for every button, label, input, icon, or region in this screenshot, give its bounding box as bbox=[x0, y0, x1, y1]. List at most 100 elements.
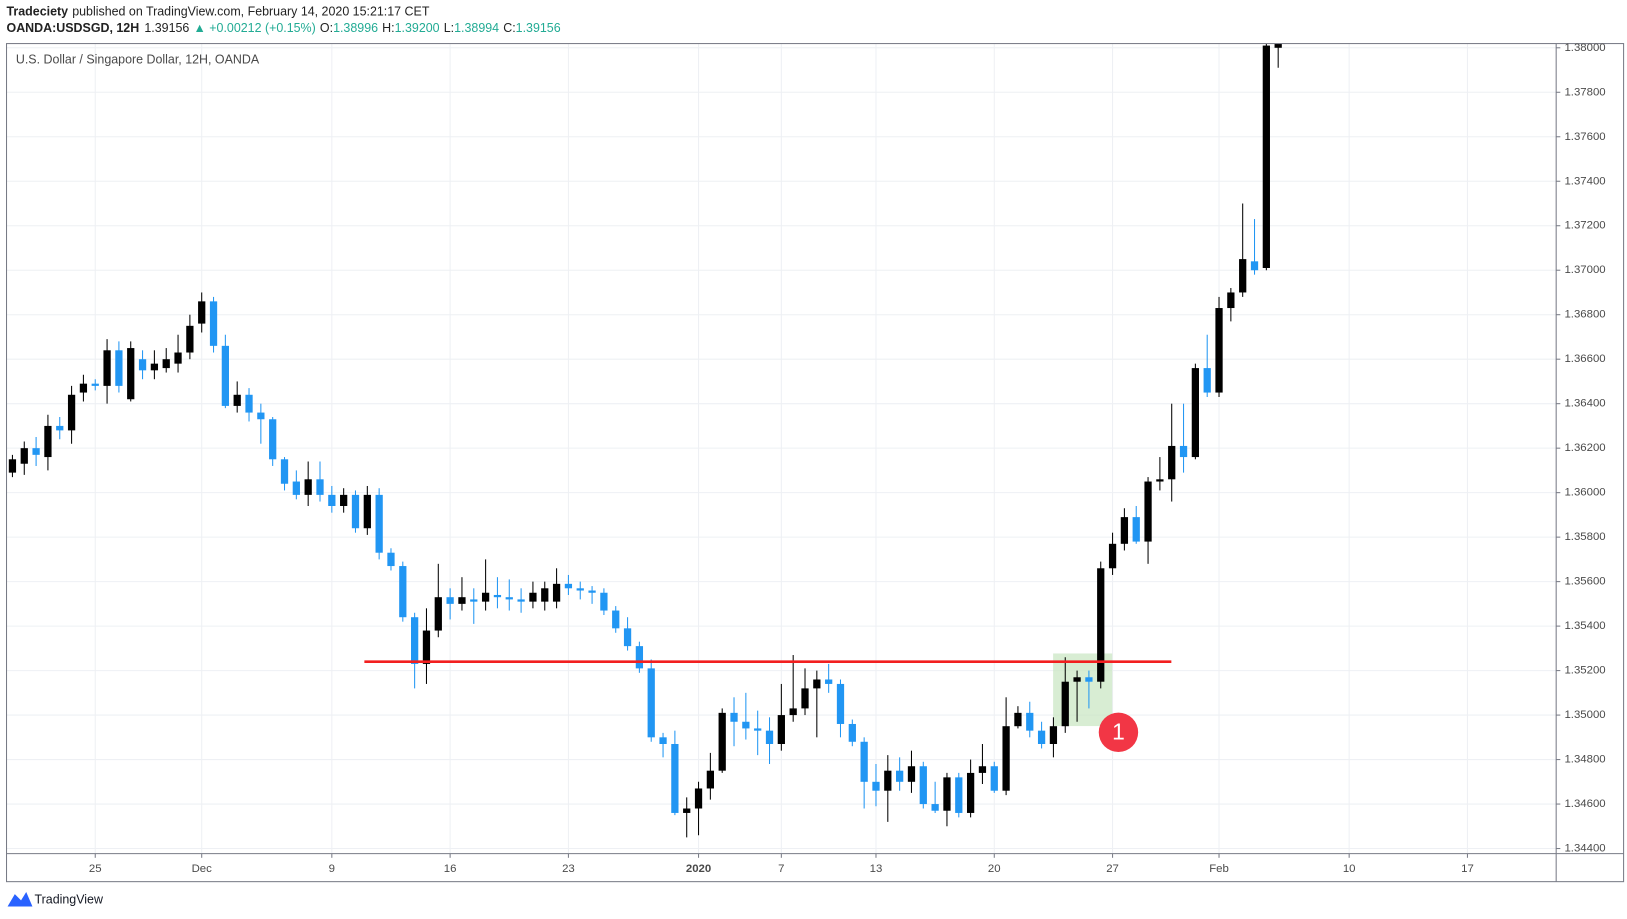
ohlc-value: 1.39156 bbox=[516, 21, 561, 35]
candle-body bbox=[1250, 261, 1259, 271]
candle-body bbox=[576, 588, 584, 591]
candle-body bbox=[505, 597, 513, 600]
y-tick-label: 1.35000 bbox=[1564, 709, 1605, 721]
candle-body bbox=[1262, 45, 1270, 268]
ohlc-value: 1.39200 bbox=[395, 21, 440, 35]
candle-body bbox=[872, 781, 880, 791]
candle-body bbox=[966, 772, 975, 813]
candle-body bbox=[848, 723, 856, 742]
candle-body bbox=[446, 597, 454, 604]
y-tick-label: 1.36400 bbox=[1564, 398, 1605, 410]
frame bbox=[6, 43, 1625, 883]
x-tick-label: 13 bbox=[870, 863, 883, 875]
candle-body bbox=[351, 494, 360, 529]
candle-body bbox=[765, 730, 774, 744]
candle-body bbox=[363, 494, 371, 529]
x-tick-label: 20 bbox=[988, 863, 1001, 875]
candle-body bbox=[706, 770, 714, 789]
candle-body bbox=[91, 383, 99, 386]
candle-body bbox=[825, 679, 833, 684]
candle-body bbox=[529, 592, 537, 602]
candle-body bbox=[813, 679, 821, 689]
candle-body bbox=[659, 737, 667, 744]
candle-body bbox=[1203, 368, 1211, 393]
x-tick-label: 25 bbox=[89, 863, 102, 875]
pane-title: U.S. Dollar / Singapore Dollar, 12H, OAN… bbox=[16, 52, 260, 66]
y-tick-label: 1.35200 bbox=[1564, 665, 1605, 677]
candle-body bbox=[801, 688, 809, 709]
candle-body bbox=[481, 592, 490, 602]
candle-body bbox=[671, 743, 679, 813]
candle-body bbox=[978, 766, 987, 773]
ohlc-value: 1.38996 bbox=[333, 21, 378, 35]
candle-body bbox=[103, 350, 111, 386]
candle-body bbox=[186, 325, 194, 353]
candle-body bbox=[115, 350, 123, 386]
y-tick-label: 1.36000 bbox=[1564, 487, 1605, 499]
x-tick-label: 16 bbox=[444, 863, 457, 875]
x-tick-label: 9 bbox=[329, 863, 335, 875]
candle-body bbox=[777, 715, 785, 744]
candle-body bbox=[742, 721, 750, 729]
candle-body bbox=[434, 597, 442, 631]
grid bbox=[6, 43, 1557, 854]
candle-body bbox=[280, 459, 289, 484]
y-tick-label: 1.35800 bbox=[1564, 531, 1605, 543]
candle-body bbox=[44, 425, 52, 458]
symbol-line: OANDA:USDSGD, 12H 1.39156 ▲ +0.00212 (+0.1… bbox=[7, 21, 561, 35]
y-tick-label: 1.37400 bbox=[1564, 175, 1605, 187]
candle-body bbox=[304, 479, 312, 495]
candle-body bbox=[1061, 681, 1069, 727]
y-tick-label: 1.36600 bbox=[1564, 353, 1605, 365]
candle-body bbox=[1097, 568, 1105, 682]
candle-body bbox=[694, 788, 703, 809]
ohlc-label: C: bbox=[503, 21, 515, 35]
candle-body bbox=[233, 394, 241, 406]
candle-body bbox=[552, 583, 561, 602]
candle-body bbox=[470, 599, 478, 602]
symbol: OANDA:USDSGD, 12H bbox=[7, 21, 140, 35]
x-tick-label: 17 bbox=[1461, 863, 1474, 875]
candle-body bbox=[623, 628, 632, 647]
candle-body bbox=[245, 394, 253, 413]
candle-body bbox=[257, 412, 265, 420]
candle-body bbox=[1179, 445, 1188, 458]
candle-body bbox=[635, 646, 644, 669]
candle-body bbox=[990, 766, 998, 791]
candle-body bbox=[1002, 726, 1010, 791]
candle-body bbox=[493, 594, 502, 598]
candle-body bbox=[138, 359, 147, 371]
candle-body bbox=[1073, 677, 1081, 682]
candle-body bbox=[1085, 677, 1093, 682]
ohlc-value: 1.38994 bbox=[454, 21, 499, 35]
y-tick-label: 1.34600 bbox=[1564, 798, 1605, 810]
brand: TradingView bbox=[35, 893, 104, 907]
ohlc-label: O: bbox=[320, 21, 333, 35]
candle-body bbox=[150, 363, 159, 371]
candle-body bbox=[1215, 308, 1223, 393]
candle-body bbox=[600, 592, 608, 611]
y-tick-label: 1.35400 bbox=[1564, 620, 1605, 632]
x-tick-label: Feb bbox=[1209, 863, 1229, 875]
candle-body bbox=[162, 359, 170, 369]
candle-body bbox=[79, 383, 88, 393]
candle-body bbox=[943, 777, 951, 811]
candle-body bbox=[517, 599, 525, 602]
candle-body bbox=[1144, 481, 1152, 542]
candle-body bbox=[1108, 543, 1117, 569]
candle-body bbox=[907, 766, 916, 782]
candle-body bbox=[1026, 712, 1034, 731]
candle-body bbox=[789, 708, 797, 716]
candle-body bbox=[860, 741, 868, 782]
candle-body bbox=[1227, 292, 1235, 309]
published: published on TradingView.com, February 1… bbox=[72, 5, 430, 19]
y-tick-label: 1.37800 bbox=[1564, 86, 1605, 98]
y-tick-label: 1.37000 bbox=[1564, 264, 1605, 276]
y-tick-label: 1.34800 bbox=[1564, 754, 1605, 766]
candle-body bbox=[541, 588, 549, 602]
annotation-number: 1 bbox=[1112, 718, 1125, 744]
y-tick-label: 1.36200 bbox=[1564, 442, 1605, 454]
candle-body bbox=[127, 348, 135, 400]
